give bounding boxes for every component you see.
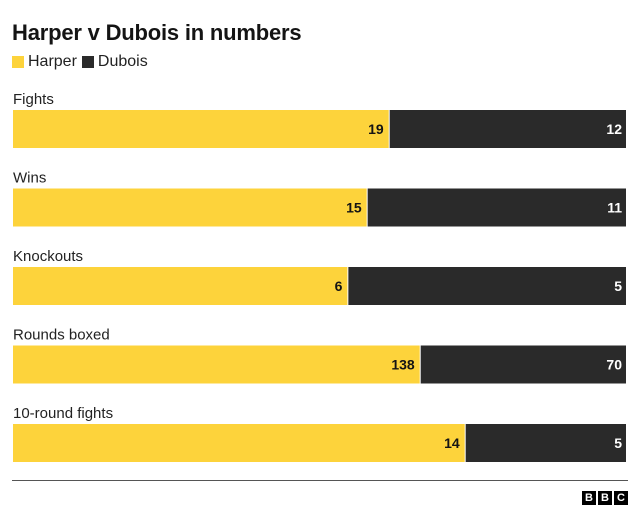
bar-dubois (389, 110, 626, 148)
bar-harper (13, 345, 420, 384)
category-label: Rounds boxed (13, 327, 110, 344)
category-label: 10-round fights (13, 405, 113, 422)
legend-swatch-dubois (81, 56, 94, 68)
bar-dubois (465, 424, 626, 462)
bar-harper (13, 267, 348, 305)
bar-dubois (420, 345, 626, 384)
stacked-bar-chart: Fights 19 12 Wins 15 11 Knockouts 6 5 Rounds boxe… (13, 91, 626, 462)
data-label-harper: 6 (335, 278, 343, 294)
bbc-logo: B B C (580, 491, 628, 505)
data-label-harper: 14 (444, 435, 460, 451)
legend-item-harper: Harper (12, 53, 77, 71)
data-label-dubois: 11 (607, 200, 622, 216)
bbc-logo-letter: B (598, 491, 612, 505)
data-label-dubois: 70 (606, 357, 622, 373)
footer-divider (12, 480, 628, 481)
legend-label-harper: Harper (28, 53, 77, 70)
legend-item-dubois: Dubois (81, 53, 148, 71)
data-label-dubois: 5 (614, 435, 622, 451)
bbc-logo-letter: B (582, 491, 596, 505)
bar-dubois (367, 188, 626, 227)
legend-swatch-harper (12, 56, 24, 68)
category-label: Knockouts (13, 248, 83, 265)
category-label: Wins (13, 170, 46, 187)
data-label-harper: 15 (346, 200, 362, 216)
legend-label-dubois: Dubois (97, 53, 148, 70)
category-label: Fights (13, 91, 54, 108)
data-label-dubois: 12 (606, 121, 622, 137)
data-label-dubois: 5 (614, 278, 622, 294)
data-label-harper: 138 (391, 357, 415, 373)
bar-dubois (348, 267, 626, 305)
legend: Harper Dubois (12, 53, 153, 71)
bar-harper (13, 110, 389, 148)
data-label-harper: 19 (368, 121, 384, 137)
bar-harper (13, 188, 367, 227)
bar-harper (13, 424, 465, 462)
bbc-logo-letter: C (614, 491, 628, 505)
chart-title: Harper v Dubois in numbers (12, 20, 302, 45)
